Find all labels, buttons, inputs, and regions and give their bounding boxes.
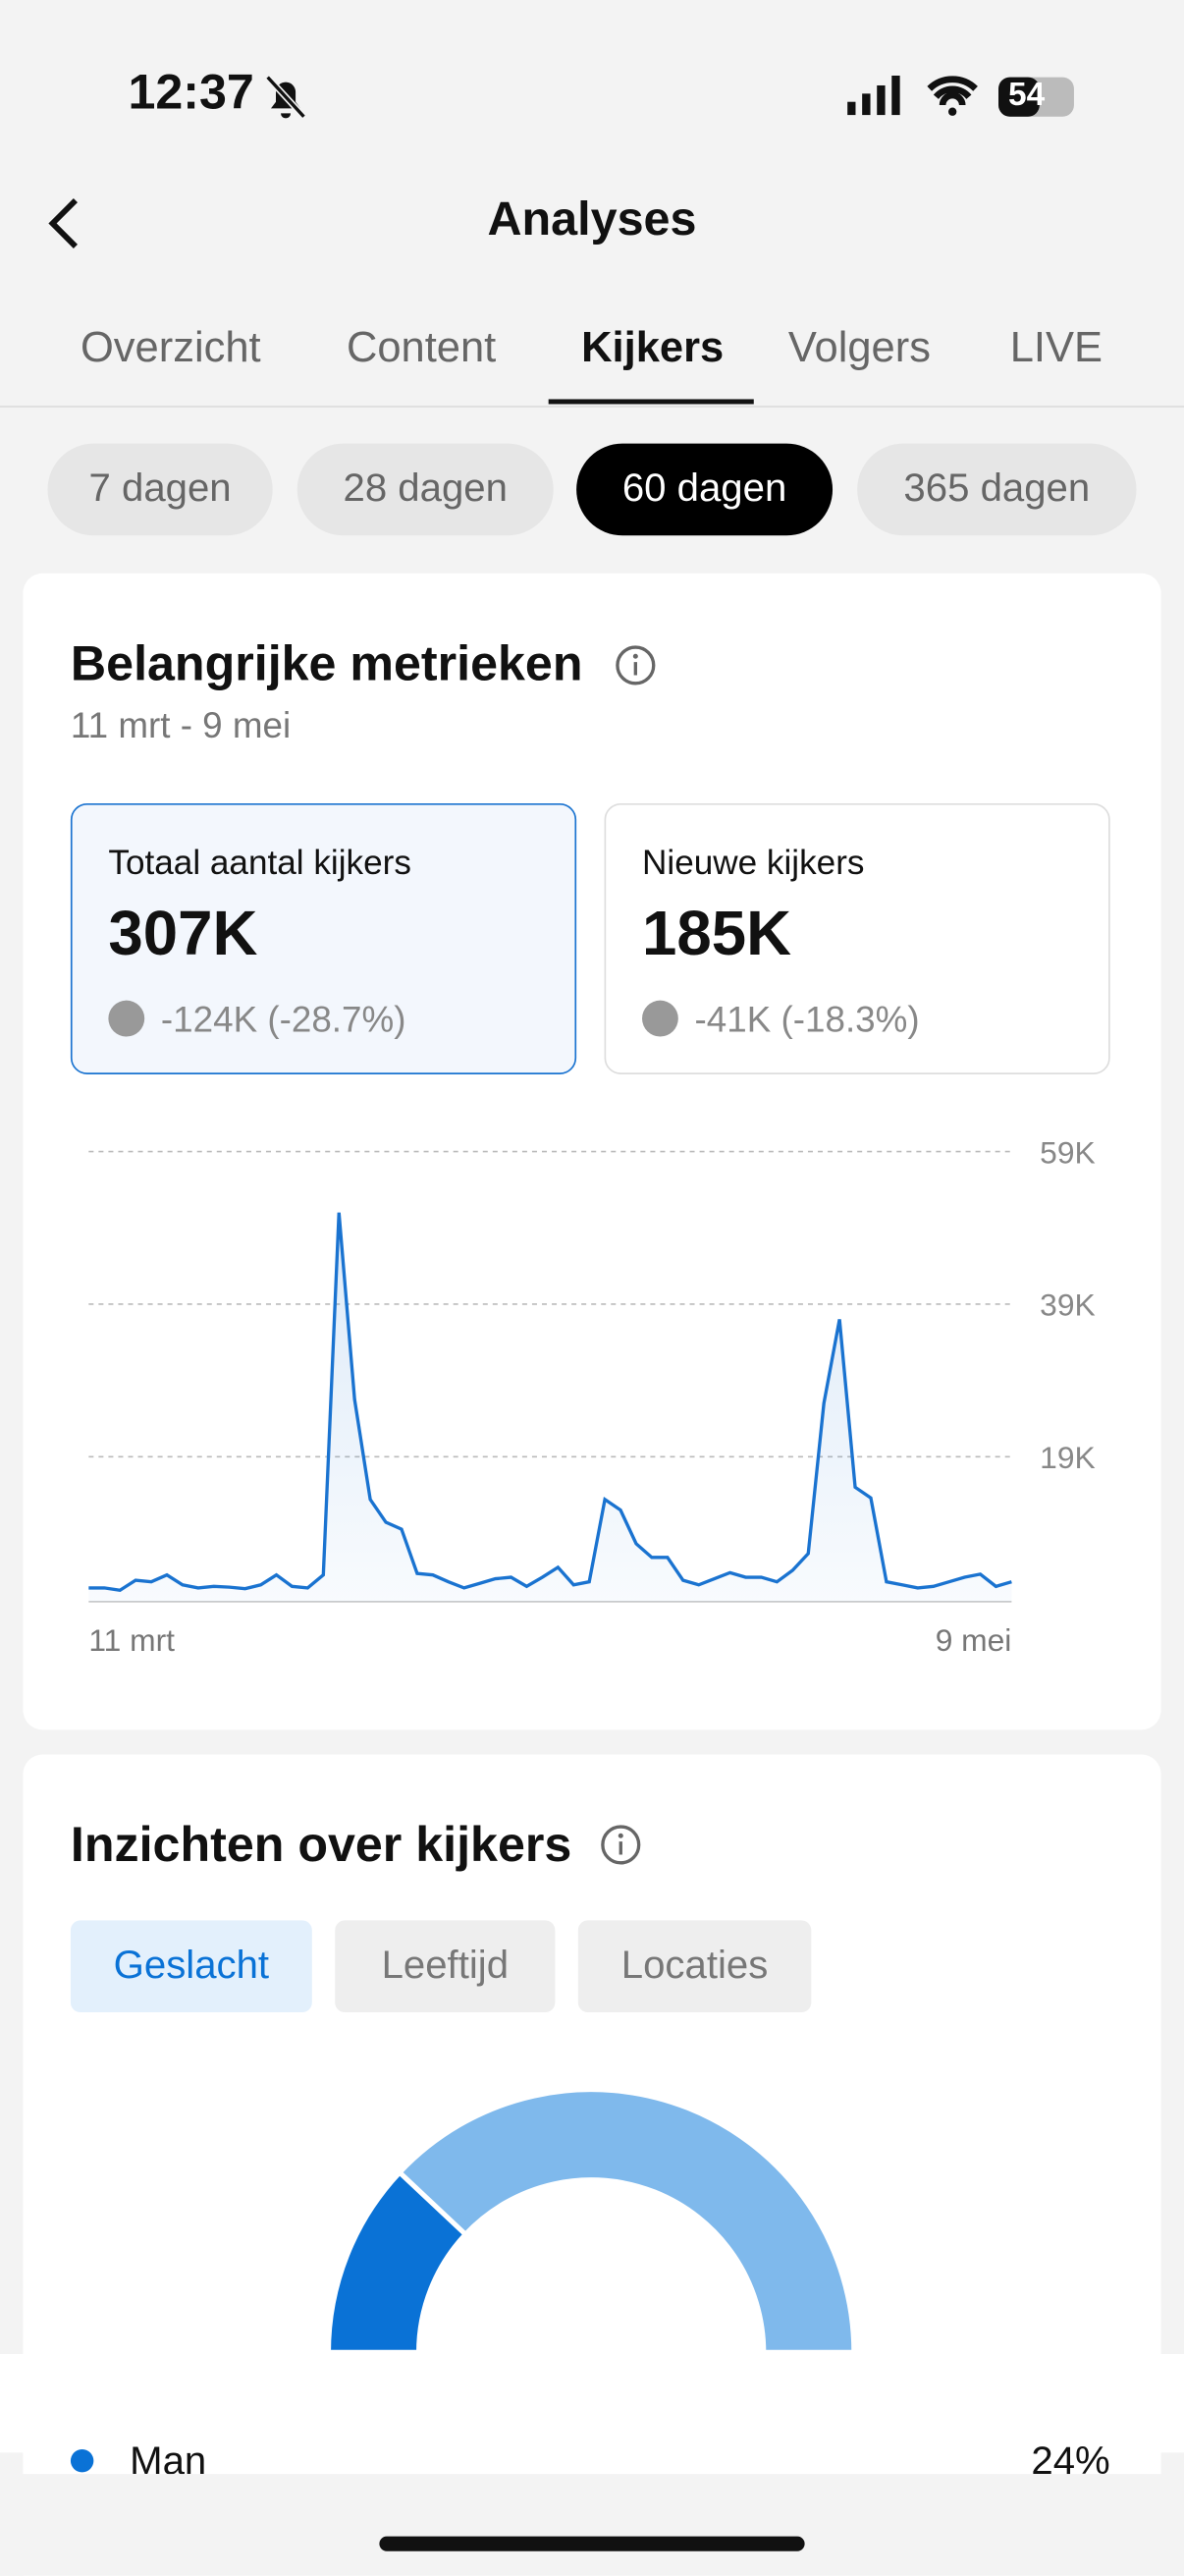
x-tick-label: 11 mrt (88, 1622, 175, 1658)
tab-indicator (548, 399, 754, 405)
half-donut-slice (396, 2087, 857, 2355)
tab[interactable]: LIVE (1009, 321, 1103, 372)
area (88, 1212, 1012, 1602)
mute-icon (265, 75, 306, 120)
tab[interactable]: Content (346, 321, 497, 372)
line (88, 1212, 1012, 1592)
status-icons (847, 75, 1074, 117)
metric-card[interactable]: Nieuwe kijkers 185K -41K (-18.3%) (604, 802, 1110, 1074)
down-icon (642, 1000, 678, 1037)
value-label: 24% (1031, 2439, 1109, 2481)
mask (0, 2353, 1184, 2453)
x-tick-label: 9 mei (936, 1622, 1012, 1658)
home-indicator (379, 2536, 805, 2551)
section-title: Inzichten over kijkers (70, 1818, 572, 1873)
insight-tab[interactable]: Locaties (577, 1920, 812, 2013)
metric-label: Nieuwe kijkers (642, 844, 865, 883)
metric-delta: -41K (-18.3%) (694, 999, 920, 1040)
gender-chart: Man 24% (0, 2087, 1184, 2481)
back-button[interactable] (42, 193, 91, 252)
tab[interactable]: Volgers (787, 321, 931, 372)
period-chip[interactable]: 28 dagen (296, 443, 554, 536)
period-chip[interactable]: 7 dagen (47, 443, 273, 536)
tab[interactable]: Overzicht (80, 321, 261, 372)
legend-label: Man (130, 2439, 206, 2481)
insight-tab-active[interactable]: Geslacht (70, 1920, 312, 2013)
metric-value: 185K (642, 900, 791, 969)
metric-label: Totaal aantal kijkers (108, 844, 411, 883)
date-range: 11 mrt - 9 mei (70, 704, 292, 746)
time: 12:37 (128, 65, 254, 121)
metric-value: 307K (108, 900, 258, 969)
info-icon[interactable] (600, 1824, 642, 1866)
info-icon[interactable] (615, 644, 657, 686)
section-title: Belangrijke metrieken (70, 637, 583, 692)
period-chip-active[interactable]: 60 dagen (576, 443, 834, 536)
battery-level: 54 (1008, 77, 1046, 114)
tab-active[interactable]: Kijkers (581, 321, 725, 372)
y-tick-label: 39K (1040, 1288, 1096, 1323)
bottom-bar (0, 2474, 1184, 2576)
divider (0, 406, 1184, 408)
line-chart: 19K 39K 59K 11 mrt 9 mei (88, 1134, 1096, 1658)
down-icon (108, 1000, 145, 1037)
y-tick-label: 19K (1040, 1440, 1096, 1475)
metric-delta: -124K (-28.7%) (160, 999, 406, 1040)
metric-card[interactable]: Totaal aantal kijkers 307K -124K (-28.7%… (70, 802, 577, 1074)
period-chip[interactable]: 365 dagen (857, 443, 1137, 536)
legend-dot (70, 2448, 94, 2473)
y-tick-label: 59K (1040, 1134, 1096, 1170)
page-title: Analyses (487, 193, 697, 247)
insight-tab[interactable]: Leeftijd (335, 1920, 556, 2013)
